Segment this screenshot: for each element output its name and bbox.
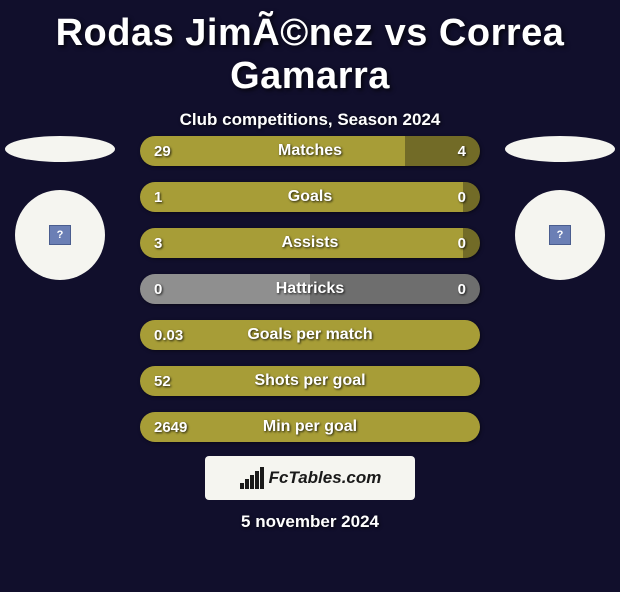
stats-container: 294Matches10Goals30Assists00Hattricks0.0… (140, 136, 480, 458)
stat-row: 294Matches (140, 136, 480, 166)
stat-left-segment: 29 (140, 136, 405, 166)
bar-chart-icon (239, 467, 265, 489)
stat-right-value: 0 (458, 189, 466, 206)
logo-text: FcTables.com (269, 468, 382, 488)
player-left: ? (0, 136, 120, 280)
stat-right-segment: 0 (463, 182, 480, 212)
placeholder-icon: ? (549, 225, 571, 245)
stat-row: 2649Min per goal (140, 412, 480, 442)
subtitle: Club competitions, Season 2024 (0, 110, 620, 130)
logo-badge: FcTables.com (205, 456, 415, 500)
stat-right-segment: 0 (463, 228, 480, 258)
player-left-name-ellipse (5, 136, 115, 162)
stat-left-segment: 52 (140, 366, 480, 396)
stat-right-value: 0 (458, 235, 466, 252)
player-right-avatar: ? (515, 190, 605, 280)
stat-left-segment: 2649 (140, 412, 480, 442)
stat-left-value: 1 (154, 189, 162, 206)
stat-row: 00Hattricks (140, 274, 480, 304)
placeholder-icon: ? (49, 225, 71, 245)
stat-left-value: 0.03 (154, 327, 183, 344)
stat-left-segment: 0.03 (140, 320, 480, 350)
stat-left-value: 52 (154, 373, 171, 390)
page-title: Rodas JimÃ©nez vs Correa Gamarra (0, 12, 620, 98)
stat-row: 30Assists (140, 228, 480, 258)
stat-row: 0.03Goals per match (140, 320, 480, 350)
player-right-name-ellipse (505, 136, 615, 162)
stat-right-value: 4 (458, 143, 466, 160)
date-label: 5 november 2024 (0, 512, 620, 532)
stat-left-value: 3 (154, 235, 162, 252)
player-right: ? (500, 136, 620, 280)
stat-row: 52Shots per goal (140, 366, 480, 396)
stat-right-segment: 0 (310, 274, 480, 304)
stat-left-segment: 1 (140, 182, 463, 212)
stat-left-value: 29 (154, 143, 171, 160)
stat-left-value: 0 (154, 281, 162, 298)
stat-left-segment: 3 (140, 228, 463, 258)
stat-right-segment: 4 (405, 136, 480, 166)
stat-left-segment: 0 (140, 274, 310, 304)
player-left-avatar: ? (15, 190, 105, 280)
stat-row: 10Goals (140, 182, 480, 212)
stat-left-value: 2649 (154, 419, 187, 436)
stat-right-value: 0 (458, 281, 466, 298)
